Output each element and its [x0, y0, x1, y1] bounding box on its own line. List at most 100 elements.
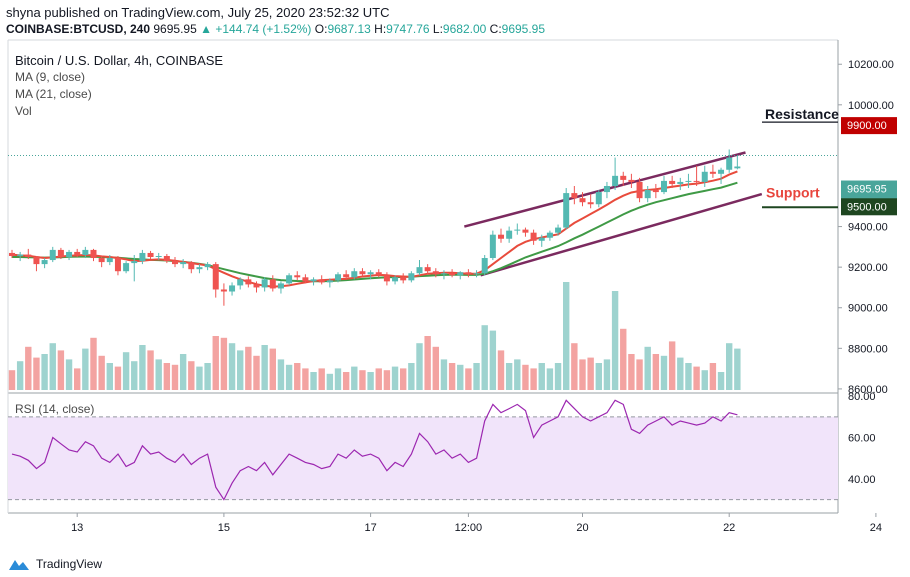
volume-bar	[668, 341, 676, 390]
candle-body	[253, 284, 260, 288]
candle-body	[229, 285, 236, 292]
price-tags: 9750.199695.9507:289900.009500.00Resista…	[8, 106, 897, 216]
symbol-summary: COINBASE:BTCUSD, 240 9695.95 ▲ +144.74 (…	[6, 22, 545, 36]
volume-bar	[717, 372, 725, 390]
candle-body	[123, 263, 130, 272]
candle-body	[375, 272, 382, 276]
volume-bar	[212, 336, 219, 390]
candle-body	[57, 249, 64, 258]
up-triangle-icon: ▲	[200, 22, 212, 36]
candle-body	[734, 166, 741, 169]
candle-body	[506, 230, 513, 239]
volume-bar	[497, 350, 505, 390]
candle-body	[538, 237, 545, 241]
volume-bar	[440, 359, 448, 390]
price-tick-label: 9400.00	[848, 222, 888, 234]
support-level-tag-bg	[841, 198, 897, 216]
candle-body	[310, 279, 317, 282]
volume-bar	[709, 363, 717, 390]
volume-bar	[367, 372, 374, 390]
candle-body	[416, 267, 423, 274]
volume-bar	[481, 325, 488, 390]
volume-bar	[465, 368, 472, 390]
volume-bar	[269, 348, 276, 390]
volume-bar	[188, 361, 195, 390]
volume-bar	[726, 343, 733, 390]
volume-bar	[196, 366, 203, 390]
rsi-tick-label: 40.00	[848, 474, 876, 486]
volume-bar	[424, 336, 431, 390]
low-label: L:	[432, 22, 443, 36]
volume-bar	[228, 343, 236, 390]
volume-bar	[8, 370, 16, 390]
candle-body	[465, 272, 472, 275]
support-level-tag: 9500.00	[847, 201, 887, 213]
volume-bar	[245, 346, 252, 390]
rsi-tick-label: 60.00	[848, 433, 876, 445]
candle-body	[701, 171, 708, 182]
volume-bar	[139, 345, 146, 390]
candle-body	[261, 279, 268, 288]
volume-bar	[285, 364, 293, 390]
axes: 8600.00 8800.00 9000.00 9200.00 9400.00 10000…	[71, 59, 894, 534]
price-tick-label: 8800.00	[848, 343, 888, 355]
candle-body	[685, 180, 692, 182]
volume-bar	[734, 348, 741, 390]
volume-bar	[310, 372, 317, 390]
price-tick-label: 8600.00	[848, 384, 888, 396]
volume-bar	[294, 363, 301, 390]
candle-body	[644, 190, 651, 199]
candle-body	[49, 249, 56, 261]
resistance-level-tag-bg	[841, 117, 897, 135]
volume-bar	[620, 328, 627, 390]
candle-body	[603, 185, 610, 193]
volume-bar	[302, 368, 309, 390]
candle-body	[237, 279, 244, 286]
volume-bar	[375, 368, 382, 390]
volume-bar	[16, 361, 24, 390]
volume-bar	[171, 364, 179, 390]
candle-body	[343, 274, 350, 278]
candle-body	[571, 193, 578, 199]
candle-body	[90, 249, 97, 259]
price-tick-label: 10000.00	[848, 100, 894, 112]
price-tick-label: 9200.00	[848, 262, 888, 274]
candle-body	[172, 261, 178, 265]
candle-body	[636, 181, 643, 199]
volume-bar	[82, 348, 89, 390]
candle-body	[66, 251, 73, 258]
volume-bar	[391, 366, 399, 390]
time-tick-label: 15	[218, 522, 230, 534]
candle-body	[392, 277, 399, 282]
open-label: O:	[314, 22, 328, 36]
candle-body	[335, 274, 341, 281]
volume-bar	[261, 345, 268, 390]
volume-bar	[90, 337, 97, 390]
rsi-line	[11, 399, 738, 501]
volume-bar	[457, 364, 464, 390]
volume-bar	[563, 282, 570, 390]
trend-channel	[464, 151, 763, 277]
last-price: 9695.95	[153, 22, 197, 36]
tradingview-footer[interactable]: TradingView	[8, 557, 102, 571]
candle-body	[628, 179, 635, 182]
candle-body	[359, 271, 366, 275]
ma21-line	[12, 181, 738, 283]
volume-bar	[432, 346, 439, 390]
volume-bar	[204, 363, 211, 390]
channel-lower-line	[480, 192, 763, 277]
candle-body	[326, 280, 333, 283]
volume-bar	[33, 357, 40, 390]
price-tick-label: 10200.00	[848, 59, 894, 71]
candle-body	[473, 273, 480, 275]
publisher-line: shyna published on TradingView.com, July…	[6, 5, 390, 20]
candle-body	[546, 232, 553, 238]
volume-bar	[326, 373, 334, 390]
candle-body	[82, 249, 89, 255]
volume-bar	[106, 363, 113, 390]
volume-bar	[122, 352, 130, 390]
candle-body	[351, 271, 358, 278]
candle-body	[41, 260, 48, 265]
volume-bar	[57, 350, 65, 390]
